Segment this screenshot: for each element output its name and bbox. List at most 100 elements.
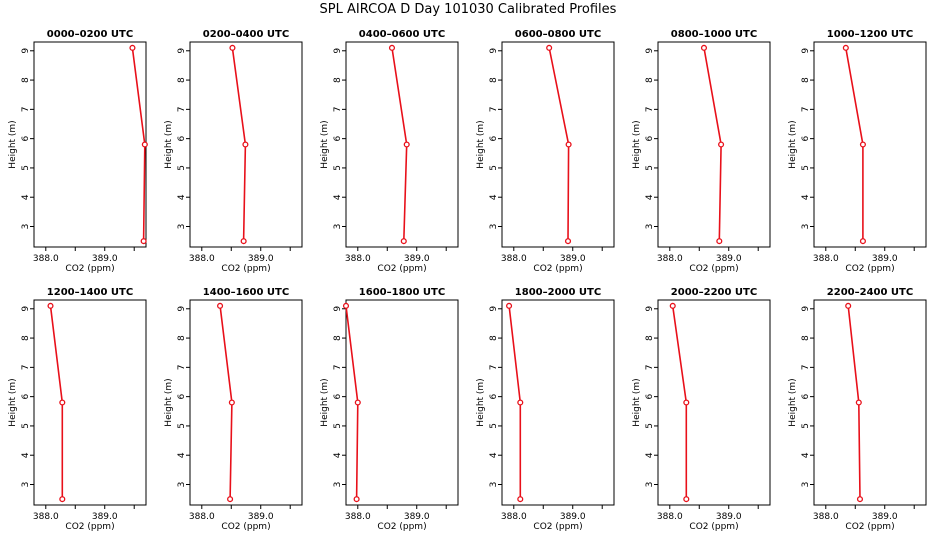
data-point <box>859 141 866 148</box>
panel-title: 0200–0400 UTC <box>203 29 289 40</box>
data-point <box>141 141 148 148</box>
data-point <box>845 302 852 309</box>
data-point <box>240 238 247 245</box>
y-tick-label: 9 <box>21 306 31 312</box>
data-point <box>842 44 849 51</box>
x-tick-label: 389.0 <box>248 512 274 522</box>
panel-title: 1600–1800 UTC <box>359 287 445 298</box>
figure-title: SPL AIRCOA D Day 101030 Calibrated Profi… <box>320 2 617 17</box>
y-tick-label: 5 <box>21 423 31 429</box>
y-tick-label: 5 <box>333 165 343 171</box>
data-point <box>228 399 235 406</box>
x-axis-label: CO2 (ppm) <box>845 264 894 274</box>
x-tick-label: 388.0 <box>189 512 215 522</box>
data-point <box>855 399 862 406</box>
y-tick-label: 4 <box>21 194 31 200</box>
data-point <box>400 238 407 245</box>
y-tick-label: 8 <box>177 77 187 83</box>
y-tick-label: 7 <box>645 106 655 112</box>
y-tick-label: 5 <box>177 423 187 429</box>
y-axis-label: Height (m) <box>788 120 798 168</box>
x-tick-label: 388.0 <box>345 512 371 522</box>
y-tick-label: 9 <box>645 306 655 312</box>
data-point <box>564 238 572 245</box>
y-tick-label: 4 <box>801 194 811 200</box>
data-point <box>700 44 708 51</box>
panel-title: 0600–0800 UTC <box>515 29 601 40</box>
y-axis-label: Height (m) <box>788 378 798 426</box>
y-axis-label: Height (m) <box>476 120 486 168</box>
y-tick-label: 7 <box>21 364 31 370</box>
data-point <box>716 238 723 245</box>
y-tick-label: 3 <box>801 224 811 230</box>
y-tick-label: 5 <box>801 423 811 429</box>
y-tick-label: 4 <box>333 194 343 200</box>
data-point <box>229 44 236 51</box>
y-tick-label: 3 <box>333 224 343 230</box>
data-point <box>403 141 410 148</box>
x-axis-label: CO2 (ppm) <box>65 522 114 532</box>
plot-frame <box>345 41 459 248</box>
data-point <box>683 496 690 503</box>
x-tick-label: 388.0 <box>813 512 839 522</box>
y-tick-label: 5 <box>177 165 187 171</box>
y-axis-label: Height (m) <box>164 378 174 426</box>
x-tick-label: 389.0 <box>560 254 586 264</box>
y-tick-label: 4 <box>177 194 187 200</box>
y-tick-label: 6 <box>801 136 811 142</box>
y-tick-label: 9 <box>333 48 343 54</box>
y-tick-label: 8 <box>333 335 343 341</box>
y-tick-label: 6 <box>489 136 499 142</box>
x-tick-label: 388.0 <box>657 254 683 264</box>
x-tick-label: 388.0 <box>501 512 527 522</box>
x-tick-label: 389.0 <box>404 254 430 264</box>
y-tick-label: 4 <box>21 452 31 458</box>
data-point <box>140 238 147 245</box>
y-tick-label: 6 <box>645 394 655 400</box>
y-tick-label: 9 <box>177 306 187 312</box>
data-point <box>506 302 513 309</box>
y-tick-label: 7 <box>645 364 655 370</box>
x-axis-label: CO2 (ppm) <box>65 264 114 274</box>
y-tick-label: 9 <box>21 48 31 54</box>
y-tick-label: 3 <box>801 482 811 488</box>
y-tick-label: 4 <box>645 194 655 200</box>
y-tick-label: 8 <box>645 77 655 83</box>
y-tick-label: 4 <box>177 452 187 458</box>
y-tick-label: 9 <box>801 48 811 54</box>
data-point <box>59 496 66 503</box>
y-tick-label: 3 <box>489 224 499 230</box>
data-point <box>388 44 396 51</box>
y-axis-label: Height (m) <box>8 378 18 426</box>
data-point <box>342 302 350 309</box>
y-tick-label: 6 <box>177 136 187 142</box>
y-axis-label: Height (m) <box>632 120 642 168</box>
x-axis-label: CO2 (ppm) <box>221 522 270 532</box>
data-point <box>353 496 360 503</box>
y-tick-label: 5 <box>489 423 499 429</box>
y-axis-label: Height (m) <box>8 120 18 168</box>
y-tick-label: 9 <box>333 306 343 312</box>
x-tick-label: 389.0 <box>404 512 430 522</box>
y-tick-label: 4 <box>645 452 655 458</box>
data-point <box>47 302 54 309</box>
y-tick-label: 8 <box>21 335 31 341</box>
y-tick-label: 6 <box>801 394 811 400</box>
y-tick-label: 8 <box>333 77 343 83</box>
y-tick-label: 9 <box>177 48 187 54</box>
y-tick-label: 3 <box>333 482 343 488</box>
data-point <box>718 141 725 148</box>
panel-title: 0800–1000 UTC <box>671 29 757 40</box>
data-point <box>517 399 524 406</box>
y-tick-label: 8 <box>801 77 811 83</box>
data-point <box>683 399 690 406</box>
plot-frame <box>189 299 303 506</box>
plot-frame <box>189 41 303 248</box>
data-point <box>242 141 249 148</box>
